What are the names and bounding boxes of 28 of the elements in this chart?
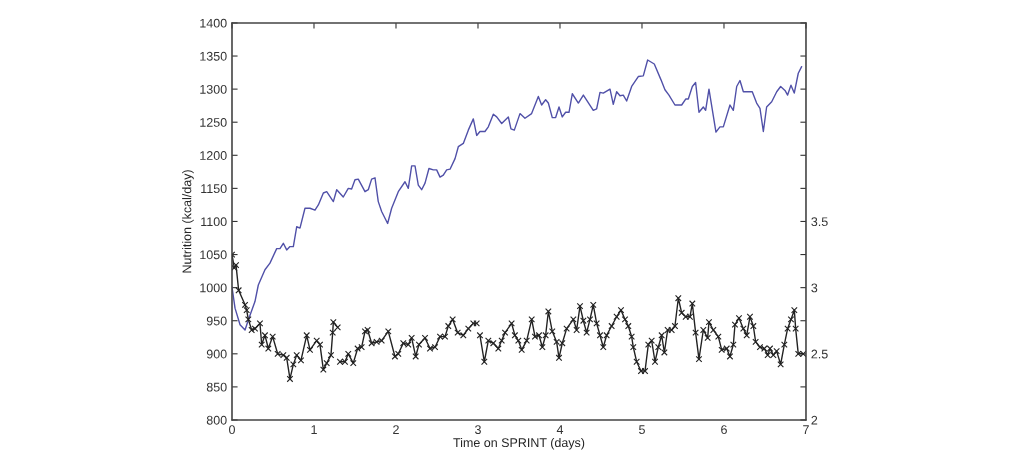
- y-tick-label: 950: [206, 316, 227, 326]
- y-tick-label: 1050: [200, 250, 227, 260]
- y-tick-label: 800: [206, 415, 227, 425]
- y-tick-label: 1400: [200, 18, 227, 28]
- line-series: [232, 59, 803, 331]
- y-tick-label: 1150: [201, 184, 227, 194]
- x-tick-label: 4: [556, 425, 564, 434]
- y-tick-label: 1250: [200, 118, 227, 127]
- x-tick-label: 3: [474, 425, 481, 435]
- y-tick-label: 1350: [200, 51, 227, 61]
- y-axis-title: Nutrition (kcal/day): [182, 170, 194, 273]
- y-tick-label: 900: [206, 349, 227, 359]
- y2-tick-label: 3.5: [811, 217, 828, 227]
- x-tick-label: 2: [393, 425, 399, 434]
- x-tick-label: 6: [721, 425, 727, 435]
- y-tick-label: 850: [206, 382, 227, 392]
- x-tick-label: 1: [311, 425, 317, 434]
- y2-tick-label: 2: [811, 415, 818, 425]
- x-axis-title: Time on SPRINT (days): [453, 437, 585, 450]
- y-tick-label: 1000: [200, 283, 227, 293]
- y2-tick-label: 2.5: [811, 349, 828, 359]
- x-tick-label: 7: [803, 425, 809, 434]
- y-tick-label: 1100: [201, 217, 227, 227]
- y2-tick-label: 3: [811, 283, 818, 293]
- y-tick-label: 1200: [200, 151, 227, 160]
- y-tick-label: 1300: [200, 84, 227, 94]
- x-tick-label: 0: [229, 425, 235, 435]
- x-tick-label: 5: [639, 425, 645, 435]
